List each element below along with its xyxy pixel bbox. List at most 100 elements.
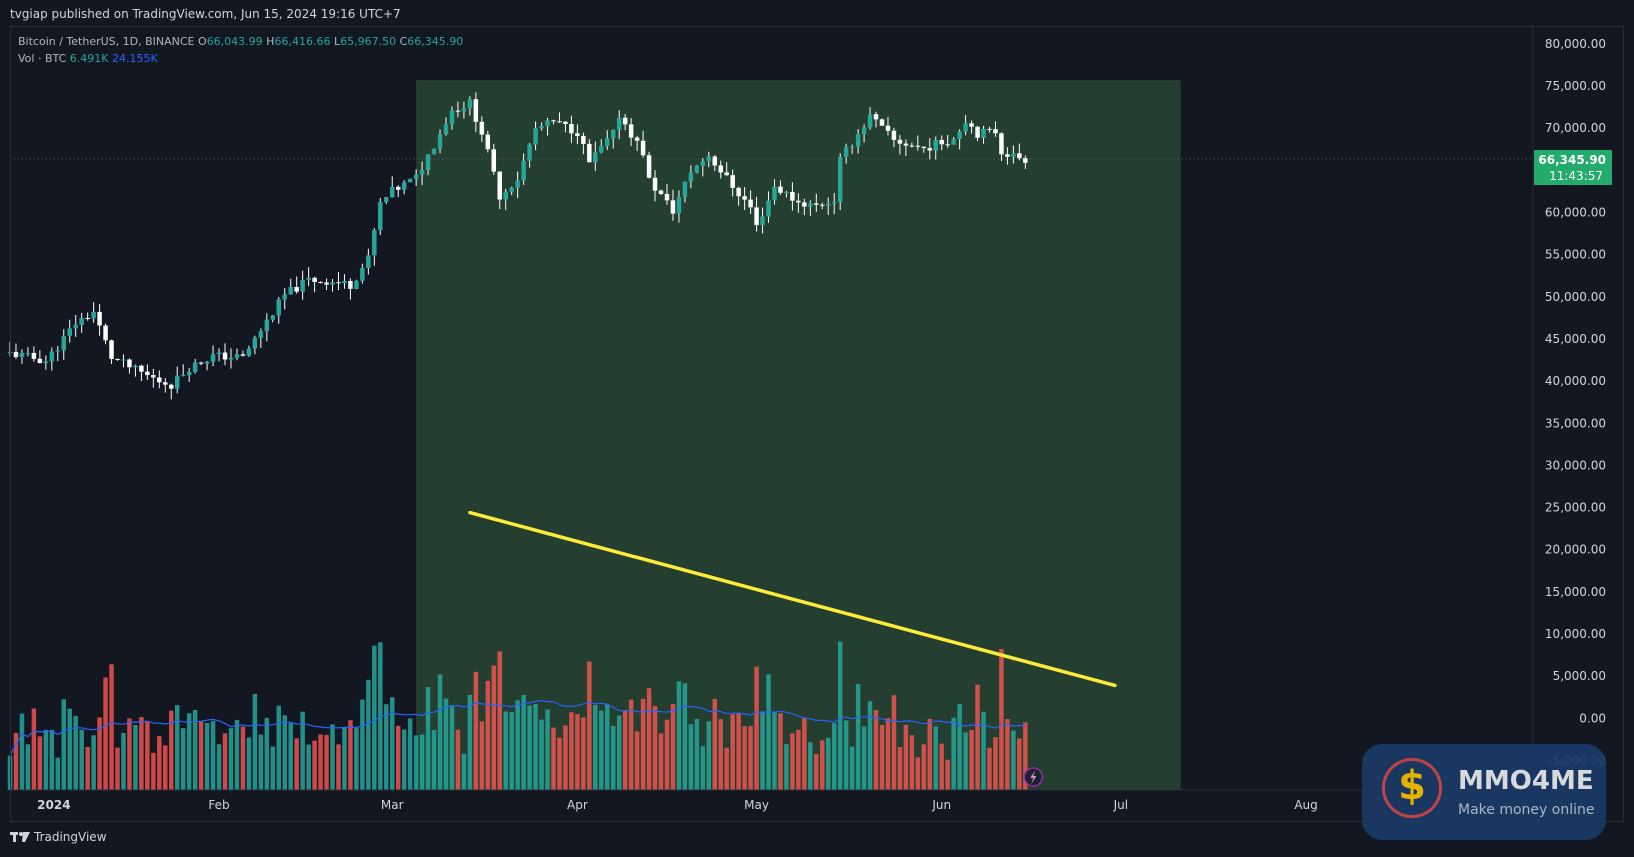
volume-label[interactable]: Vol · BTC — [18, 52, 67, 65]
volume-bar — [628, 699, 634, 790]
candle-body — [455, 110, 461, 112]
volume-bar — [204, 722, 210, 790]
volume-bar — [736, 713, 741, 790]
volume-bar — [491, 665, 497, 790]
candle-body — [169, 384, 174, 389]
candle-body — [605, 138, 610, 147]
volume-bar — [222, 733, 228, 790]
candle-body — [443, 124, 449, 135]
price-tick-label: 35,000.00 — [1545, 416, 1606, 430]
candle-body — [563, 121, 568, 125]
volume-bar — [264, 717, 270, 790]
volume-bar — [730, 714, 735, 790]
volume-bar — [37, 736, 43, 790]
volume-bar — [784, 744, 789, 790]
volume-bar — [993, 737, 998, 790]
volume-bar — [658, 733, 664, 790]
volume-bar — [843, 720, 849, 790]
volume-bar — [288, 723, 293, 790]
symbol-name[interactable]: Bitcoin / TetherUS, 1D, BINANCE — [18, 35, 195, 48]
volume-bar — [294, 738, 299, 790]
trend-line[interactable] — [468, 510, 1117, 688]
candle-body — [891, 130, 897, 140]
candle-body — [348, 281, 353, 289]
volume-bar — [688, 724, 694, 790]
candle-body — [282, 294, 287, 300]
time-tick-label: Mar — [381, 798, 404, 812]
volume-bar — [300, 711, 305, 790]
candle-body — [300, 279, 305, 292]
volume-bar — [240, 726, 246, 790]
candle-body — [360, 267, 365, 281]
candle-body — [945, 144, 950, 146]
volume-bar — [186, 713, 192, 790]
volume-bar — [521, 694, 526, 790]
candle-body — [587, 143, 592, 163]
volume-bar — [700, 746, 706, 790]
volume-bar — [133, 724, 138, 790]
candle-body — [628, 124, 634, 138]
candle-body — [533, 128, 538, 145]
candle-body — [527, 144, 532, 162]
volume-bar — [646, 688, 652, 790]
footer-brand[interactable]: TradingView — [10, 830, 107, 844]
volume-bar — [587, 661, 592, 790]
candle-body — [981, 128, 986, 138]
price-tick-label: 20,000.00 — [1545, 543, 1606, 557]
candle-body — [712, 156, 718, 166]
candle-body — [378, 201, 383, 231]
time-tick-label: Apr — [567, 798, 588, 812]
volume-bar — [246, 737, 252, 790]
candle-body — [694, 165, 700, 173]
volume-bar — [778, 713, 783, 790]
volume-bar — [814, 753, 819, 790]
volume-bar — [282, 715, 287, 790]
candle-body — [867, 114, 873, 128]
candle-body — [157, 377, 162, 383]
trend-line-segment — [468, 510, 1117, 688]
candle-body — [736, 187, 741, 197]
volume-bar — [479, 721, 485, 790]
volume-bar — [366, 679, 371, 790]
price-axis[interactable]: 80,000.0075,000.0070,000.0065,000.0060,0… — [1532, 27, 1612, 790]
candle-body — [31, 352, 37, 359]
candle-body — [222, 352, 228, 360]
candle-body — [43, 361, 49, 364]
candle-body — [336, 282, 341, 284]
published-header: tvgiap published on TradingView.com, Jun… — [10, 7, 401, 21]
candle-body — [294, 286, 299, 292]
candle-body — [37, 358, 43, 364]
candle-body — [1023, 158, 1028, 163]
volume-bar — [270, 746, 276, 790]
volume-bar — [682, 683, 688, 790]
volume-bar — [372, 645, 377, 790]
candle-body — [724, 172, 729, 176]
candle-body — [539, 126, 544, 129]
volume-bar — [563, 725, 568, 790]
candle-body — [557, 121, 562, 123]
price-tick-label: 80,000.00 — [1545, 37, 1606, 51]
volume-bar — [395, 725, 401, 790]
volume-bar — [163, 745, 168, 790]
candle-body — [67, 328, 72, 337]
candle-body — [730, 175, 735, 188]
candle-body — [551, 120, 556, 122]
time-axis[interactable]: 2024 Feb Mar Apr May Jun Jul Aug — [10, 767, 1533, 812]
volume-bar — [915, 757, 921, 790]
volume-bar — [706, 721, 712, 790]
volume-bar — [1011, 730, 1016, 790]
volume-bar — [157, 736, 162, 790]
volume-bar — [91, 735, 96, 790]
volume-bar — [461, 753, 467, 790]
volume-bar — [981, 711, 986, 790]
candle-body — [748, 199, 753, 208]
volume-bar — [61, 699, 66, 790]
candle-body — [688, 172, 694, 182]
candle-body — [658, 190, 664, 194]
candle-body — [163, 382, 168, 385]
candle-body — [963, 123, 968, 132]
volume-bar — [664, 719, 670, 790]
volume-bar — [599, 710, 604, 790]
volume-bar — [903, 724, 909, 790]
